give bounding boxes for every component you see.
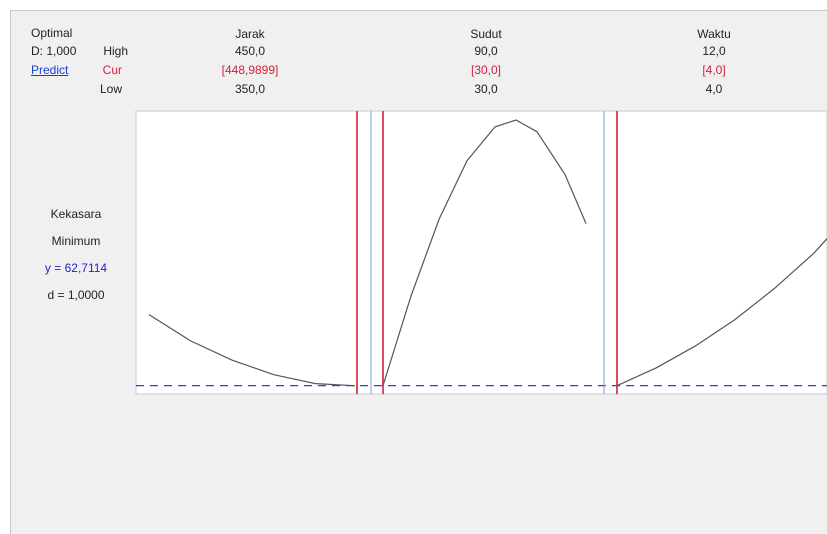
factor-name-jarak: Jarak bbox=[235, 27, 265, 41]
individual-desirability: d = 1,0000 bbox=[47, 288, 105, 302]
factor-name-sudut: Sudut bbox=[470, 27, 502, 41]
row-label-high: High bbox=[103, 44, 128, 58]
factor-current-jarak[interactable]: [448,9899] bbox=[221, 63, 279, 77]
response-curve-sudut bbox=[382, 119, 587, 386]
row-label-low: Low bbox=[99, 82, 122, 96]
factor-high-waktu: 12,0 bbox=[702, 44, 726, 58]
plot-area bbox=[135, 110, 827, 395]
composite-desirability: D: 1,000 bbox=[31, 44, 77, 58]
response-curve-jarak bbox=[148, 314, 355, 387]
predict-link[interactable]: Predict bbox=[31, 63, 69, 77]
factor-low-jarak: 350,0 bbox=[234, 82, 266, 96]
optimal-label: Optimal bbox=[31, 26, 73, 40]
factor-name-waktu: Waktu bbox=[697, 27, 731, 41]
factor-current-waktu[interactable]: [4,0] bbox=[702, 63, 726, 77]
response-curve-waktu bbox=[616, 238, 827, 387]
factor-high-sudut: 90,0 bbox=[474, 44, 498, 58]
row-label-cur: Cur bbox=[102, 63, 122, 77]
predicted-response: y = 62,7114 bbox=[44, 261, 108, 275]
factor-low-sudut: 30,0 bbox=[474, 82, 498, 96]
factor-low-waktu: 4,0 bbox=[705, 82, 723, 96]
response-goal: Minimum bbox=[51, 234, 101, 248]
response-name: Kekasara bbox=[50, 207, 102, 221]
factor-high-jarak: 450,0 bbox=[234, 44, 266, 58]
factor-current-sudut[interactable]: [30,0] bbox=[470, 63, 502, 77]
